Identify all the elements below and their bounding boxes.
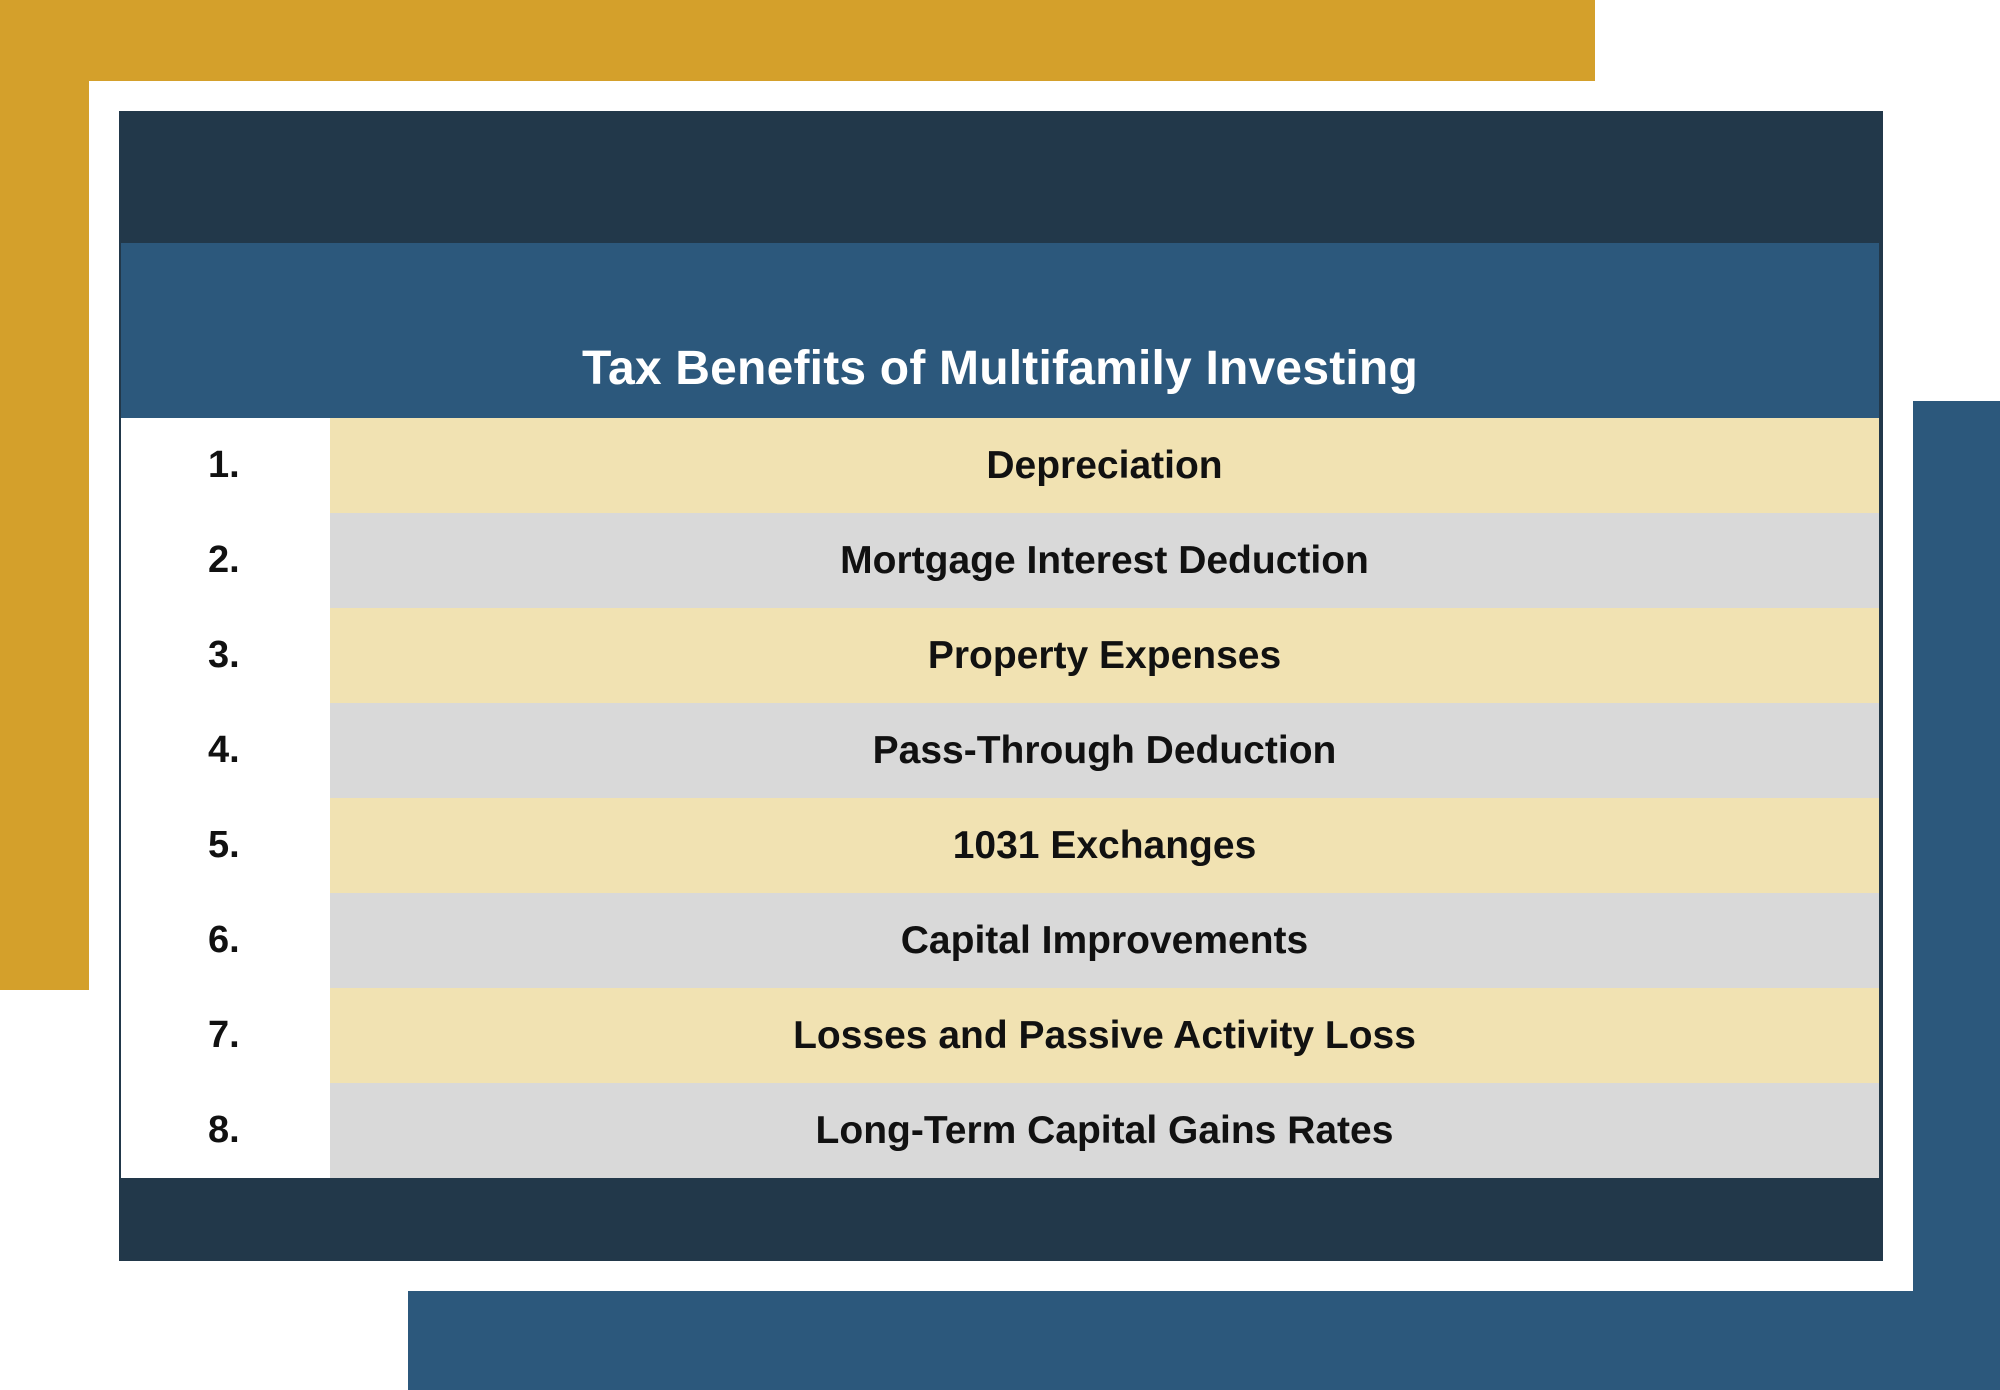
row-label: Long-Term Capital Gains Rates: [330, 1083, 1879, 1178]
row-label: Property Expenses: [330, 608, 1879, 703]
row-number: 2.: [121, 513, 330, 608]
table-title: Tax Benefits of Multifamily Investing: [121, 243, 1879, 418]
table-header-row: Tax Benefits of Multifamily Investing: [121, 243, 1879, 418]
row-label: Capital Improvements: [330, 893, 1879, 988]
table-row: 3. Property Expenses: [121, 608, 1879, 703]
row-number: 8.: [121, 1083, 330, 1178]
row-number: 7.: [121, 988, 330, 1083]
row-number: 1.: [121, 418, 330, 513]
row-label: Depreciation: [330, 418, 1879, 513]
table-row: 8. Long-Term Capital Gains Rates: [121, 1083, 1879, 1178]
table-row: 5. 1031 Exchanges: [121, 798, 1879, 893]
table-row: 7. Losses and Passive Activity Loss: [121, 988, 1879, 1083]
row-label: Losses and Passive Activity Loss: [330, 988, 1879, 1083]
row-number: 3.: [121, 608, 330, 703]
row-label: Mortgage Interest Deduction: [330, 513, 1879, 608]
row-label: 1031 Exchanges: [330, 798, 1879, 893]
row-number: 6.: [121, 893, 330, 988]
infographic-card: Tax Benefits of Multifamily Investing 1.…: [119, 111, 1883, 1261]
row-number: 4.: [121, 703, 330, 798]
table-row: 1. Depreciation: [121, 418, 1879, 513]
row-number: 5.: [121, 798, 330, 893]
row-label: Pass-Through Deduction: [330, 703, 1879, 798]
tax-benefits-table: Tax Benefits of Multifamily Investing 1.…: [121, 243, 1879, 1178]
table-row: 4. Pass-Through Deduction: [121, 703, 1879, 798]
table-row: 2. Mortgage Interest Deduction: [121, 513, 1879, 608]
table-row: 6. Capital Improvements: [121, 893, 1879, 988]
